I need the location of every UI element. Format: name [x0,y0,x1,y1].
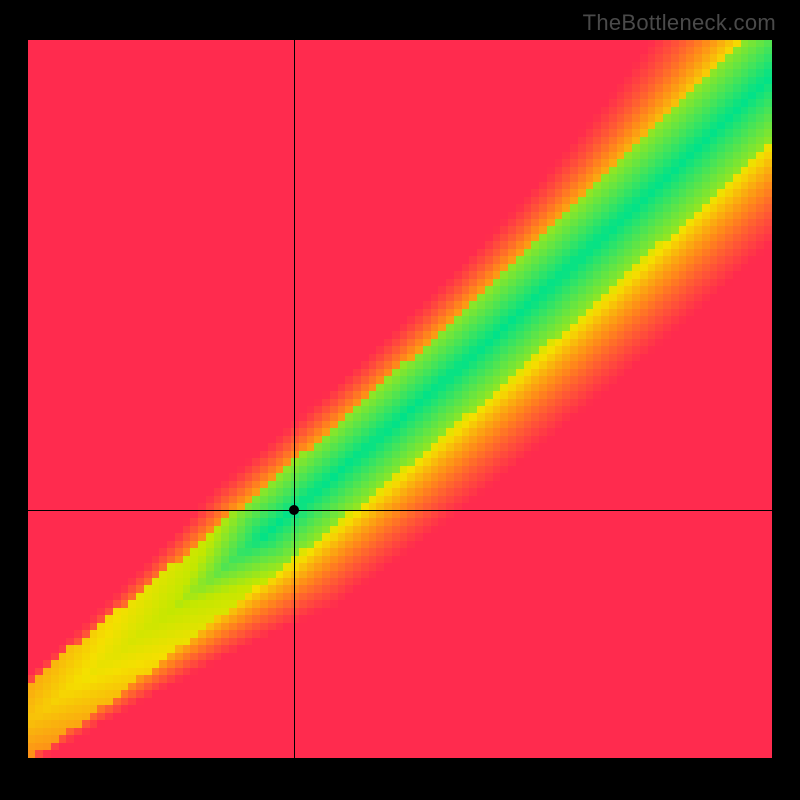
crosshair-horizontal [28,510,772,511]
plot-area [28,40,772,758]
crosshair-marker [289,505,299,515]
heatmap-canvas [28,40,772,758]
chart-container: TheBottleneck.com [0,0,800,800]
watermark-text: TheBottleneck.com [583,10,776,36]
crosshair-vertical [294,40,295,758]
